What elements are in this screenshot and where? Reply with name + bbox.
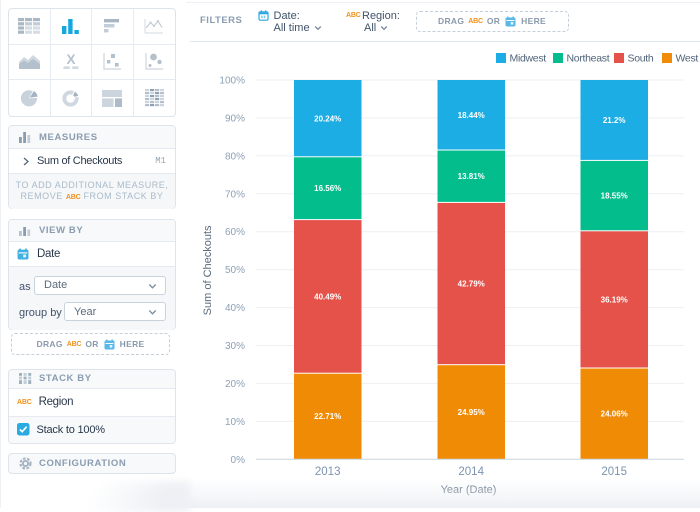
svg-text:50%: 50% [225, 265, 245, 276]
svg-text:16.56%: 16.56% [314, 184, 341, 193]
svg-text:24.95%: 24.95% [458, 408, 485, 417]
svg-text:18.44%: 18.44% [458, 111, 485, 120]
svg-text:21.2%: 21.2% [603, 116, 626, 125]
svg-text:2014: 2014 [458, 466, 484, 478]
svg-text:2015: 2015 [601, 466, 627, 478]
svg-text:Midwest: Midwest [510, 53, 547, 65]
svg-text:Northeast: Northeast [567, 53, 610, 65]
svg-text:42.79%: 42.79% [458, 280, 485, 289]
svg-text:36.19%: 36.19% [601, 295, 628, 304]
svg-text:90%: 90% [225, 113, 245, 124]
svg-text:60%: 60% [225, 227, 245, 238]
svg-text:13.81%: 13.81% [458, 172, 485, 181]
svg-text:22.71%: 22.71% [314, 412, 341, 421]
svg-text:South: South [628, 53, 654, 65]
svg-text:West: West [676, 53, 699, 65]
svg-text:80%: 80% [225, 151, 245, 162]
svg-text:40.49%: 40.49% [314, 292, 341, 301]
svg-text:20.24%: 20.24% [314, 114, 341, 123]
svg-text:X: X [66, 53, 75, 67]
svg-text:20%: 20% [225, 379, 245, 390]
svg-text:100%: 100% [219, 76, 245, 87]
svg-text:Sum of Checkouts: Sum of Checkouts [202, 225, 214, 315]
svg-text:2013: 2013 [315, 466, 341, 478]
svg-text:18.55%: 18.55% [601, 192, 628, 201]
svg-text:0%: 0% [231, 455, 246, 466]
svg-text:30%: 30% [225, 341, 245, 352]
svg-text:70%: 70% [225, 189, 245, 200]
svg-text:24.06%: 24.06% [601, 410, 628, 419]
svg-text:40%: 40% [225, 303, 245, 314]
svg-text:10%: 10% [225, 417, 245, 428]
